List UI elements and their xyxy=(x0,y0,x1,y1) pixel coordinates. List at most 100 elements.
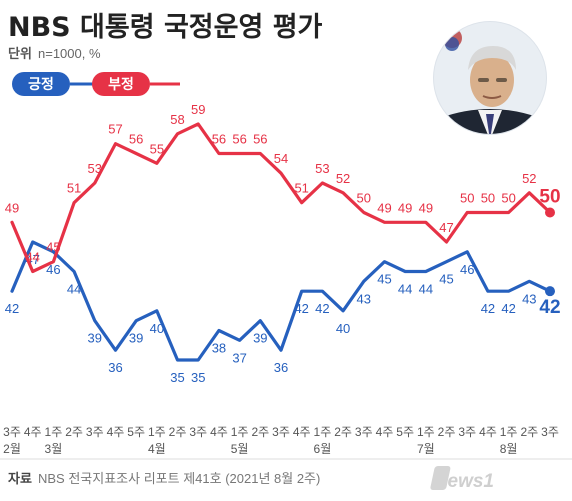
data-label-positive: 46 xyxy=(460,262,474,277)
data-point-negative xyxy=(545,207,555,218)
legend-positive-label: 긍정 xyxy=(28,76,54,92)
x-tick-label: 2주 xyxy=(65,425,83,439)
data-label-negative: 50 xyxy=(481,191,495,206)
data-label-positive: 42 xyxy=(294,301,308,316)
x-tick-label: 3주 xyxy=(272,425,290,439)
x-tick-label: 5주 xyxy=(396,425,414,439)
x-tick-label: 3주 xyxy=(189,425,207,439)
data-label-negative: 54 xyxy=(274,151,288,166)
data-label-negative: 53 xyxy=(315,161,329,176)
x-tick-label: 1주 xyxy=(231,425,249,439)
data-label-negative: 58 xyxy=(170,112,184,127)
data-label-positive: 35 xyxy=(170,370,184,385)
president-portrait xyxy=(433,21,547,135)
month-label: 8월 xyxy=(500,442,518,456)
data-point-positive xyxy=(545,286,555,297)
x-tick-label: 2주 xyxy=(169,425,187,439)
month-label: 6월 xyxy=(314,442,332,456)
data-label-negative: 56 xyxy=(129,132,143,147)
data-label-positive: 44 xyxy=(398,282,412,297)
x-tick-label: 1주 xyxy=(314,425,332,439)
data-label-negative: 56 xyxy=(212,132,226,147)
news1-logo: news1 xyxy=(430,466,494,492)
data-label-negative: 49 xyxy=(5,200,19,215)
data-label-positive: 42 xyxy=(481,301,495,316)
chart-title: NBS 대통령 국정운영 평가 xyxy=(8,12,323,43)
month-label: 7월 xyxy=(417,442,435,456)
month-label: 5월 xyxy=(231,442,249,456)
data-label-negative: 50 xyxy=(460,191,474,206)
news1-logo-text: news1 xyxy=(436,471,494,492)
source-label: 자료 xyxy=(8,471,32,486)
unit-label: 단위 xyxy=(8,46,32,61)
x-tick-label: 3주 xyxy=(541,425,559,439)
legend-negative-label: 부정 xyxy=(108,76,134,92)
x-tick-label: 2주 xyxy=(520,425,538,439)
data-label-positive: 35 xyxy=(191,370,205,385)
x-tick-label: 3주 xyxy=(458,425,476,439)
data-label-positive: 42 xyxy=(315,301,329,316)
data-label-positive: 42 xyxy=(501,301,515,316)
x-tick-label: 4주 xyxy=(24,425,42,439)
data-label-positive: 38 xyxy=(212,341,226,356)
x-tick-label: 1주 xyxy=(417,425,435,439)
x-tick-label: 2주 xyxy=(251,425,269,439)
month-label: 4월 xyxy=(148,442,166,456)
data-label-positive: 40 xyxy=(336,321,350,336)
unit-text: n=1000, % xyxy=(38,46,101,61)
legend-negative-badge xyxy=(92,72,150,96)
data-label-positive: 45 xyxy=(377,272,391,287)
x-tick-label: 1주 xyxy=(500,425,518,439)
legend-positive-badge xyxy=(12,72,70,96)
data-label-positive: 42 xyxy=(5,301,19,316)
data-label-negative: 45 xyxy=(46,240,60,255)
x-tick-label: 2주 xyxy=(334,425,352,439)
data-label-positive: 44 xyxy=(67,282,81,297)
series-line-negative xyxy=(10,122,552,274)
series-layer: 42 47 46 44 39 36 39 40 35 35 38 37 39 36 42 42 40 43 45 44… xyxy=(5,102,561,385)
data-label-positive: 46 xyxy=(46,262,60,277)
data-label-positive: 39 xyxy=(88,331,102,346)
x-tick-label: 4주 xyxy=(376,425,394,439)
data-label-positive: 39 xyxy=(253,331,267,346)
data-label-negative: 52 xyxy=(336,171,350,186)
data-label-positive: 42 xyxy=(539,297,560,318)
x-tick-label: 3주 xyxy=(3,425,21,439)
data-label-negative: 47 xyxy=(439,220,453,235)
data-label-negative: 49 xyxy=(377,200,391,215)
data-label-negative: 51 xyxy=(294,181,308,196)
data-label-negative: 57 xyxy=(108,122,122,137)
data-label-negative: 52 xyxy=(522,171,536,186)
source-text: NBS 전국지표조사 리포트 제41호 (2021년 8월 2주) xyxy=(38,471,320,486)
data-label-positive: 43 xyxy=(357,291,371,306)
data-label-positive: 44 xyxy=(419,282,433,297)
data-label-negative: 50 xyxy=(501,191,515,206)
data-label-negative: 50 xyxy=(539,187,560,208)
data-label-negative: 44 xyxy=(25,250,39,265)
data-label-positive: 39 xyxy=(129,331,143,346)
data-label-negative: 51 xyxy=(67,181,81,196)
month-label: 2월 xyxy=(3,442,21,456)
data-label-negative: 55 xyxy=(150,141,164,156)
month-label: 3월 xyxy=(45,442,63,456)
x-tick-label: 3주 xyxy=(86,425,104,439)
data-label-negative: 50 xyxy=(357,191,371,206)
x-tick-label: 4주 xyxy=(210,425,228,439)
data-label-negative: 53 xyxy=(88,161,102,176)
x-tick-label: 5주 xyxy=(127,425,145,439)
data-label-positive: 37 xyxy=(232,350,246,365)
x-tick-label: 1주 xyxy=(148,425,166,439)
data-label-positive: 45 xyxy=(439,272,453,287)
x-tick-label: 4주 xyxy=(107,425,125,439)
x-axis: 3주 4주 1주 2주 3주 4주 5주 1주 2주 3주 4주 1주 2주 3주 4주 1주 2주 3주 4주 5주… xyxy=(3,425,559,456)
data-label-positive: 36 xyxy=(274,360,288,375)
data-label-negative: 56 xyxy=(232,132,246,147)
x-tick-label: 4주 xyxy=(293,425,311,439)
data-label-negative: 49 xyxy=(398,200,412,215)
data-label-positive: 36 xyxy=(108,360,122,375)
x-tick-label: 2주 xyxy=(438,425,456,439)
data-label-negative: 59 xyxy=(191,102,205,117)
legend: 긍정 부정 xyxy=(12,72,180,96)
data-label-negative: 49 xyxy=(419,200,433,215)
